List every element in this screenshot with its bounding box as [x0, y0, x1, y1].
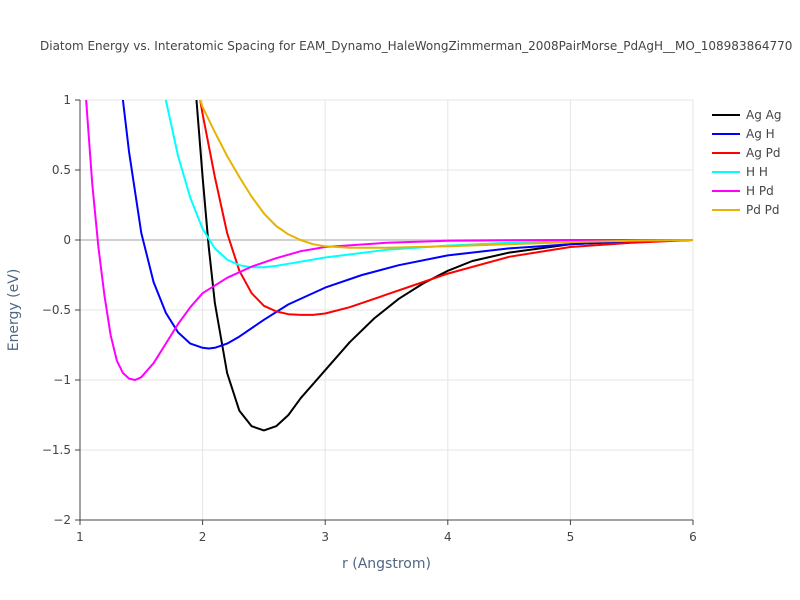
series-line-pd-pd: [199, 100, 693, 249]
y-axis-title: Energy (eV): [6, 269, 22, 352]
x-axis-title: r (Angstrom): [342, 556, 431, 572]
series-line-h-h: [164, 100, 693, 269]
legend-label: Ag Ag: [746, 108, 781, 122]
legend-item-ag-ag[interactable]: Ag Ag: [712, 108, 781, 122]
y-tick-label: −1: [53, 373, 71, 387]
x-tick-label: 3: [321, 530, 329, 544]
legend-label: Pd Pd: [746, 203, 780, 217]
chart-title: Diatom Energy vs. Interatomic Spacing fo…: [40, 39, 792, 53]
x-tick-label: 4: [444, 530, 452, 544]
y-tick-label: 1: [63, 93, 71, 107]
series-line-ag-pd: [199, 100, 693, 316]
x-tick-label: 5: [567, 530, 575, 544]
axes: [75, 99, 694, 525]
tick-labels: 1 2 3 4 5 6 −2 −1.5 −1 −0.5 0 0.5 1: [42, 93, 697, 544]
legend-item-h-pd[interactable]: H Pd: [712, 184, 774, 198]
legend-item-pd-pd[interactable]: Pd Pd: [712, 203, 780, 217]
y-tick-label: −0.5: [42, 303, 71, 317]
legend-item-ag-h[interactable]: Ag H: [712, 127, 775, 141]
series-line-ag-h: [121, 100, 693, 350]
legend-item-h-h[interactable]: H H: [712, 165, 768, 179]
legend-label: Ag H: [746, 127, 775, 141]
legend-label: H H: [746, 165, 768, 179]
series-line-h-pd: [85, 100, 693, 381]
series-lines: [85, 100, 693, 432]
legend-label: H Pd: [746, 184, 774, 198]
x-tick-label: 6: [689, 530, 697, 544]
y-tick-label: −1.5: [42, 443, 71, 457]
y-tick-label: 0: [63, 233, 71, 247]
series-line-ag-ag: [195, 100, 693, 432]
x-tick-label: 2: [199, 530, 207, 544]
legend[interactable]: Ag Ag Ag H Ag Pd H H H Pd Pd Pd: [712, 108, 781, 217]
legend-label: Ag Pd: [746, 146, 781, 160]
legend-item-ag-pd[interactable]: Ag Pd: [712, 146, 781, 160]
y-tick-label: 0.5: [52, 163, 71, 177]
y-tick-label: −2: [53, 513, 71, 527]
x-tick-label: 1: [76, 530, 84, 544]
